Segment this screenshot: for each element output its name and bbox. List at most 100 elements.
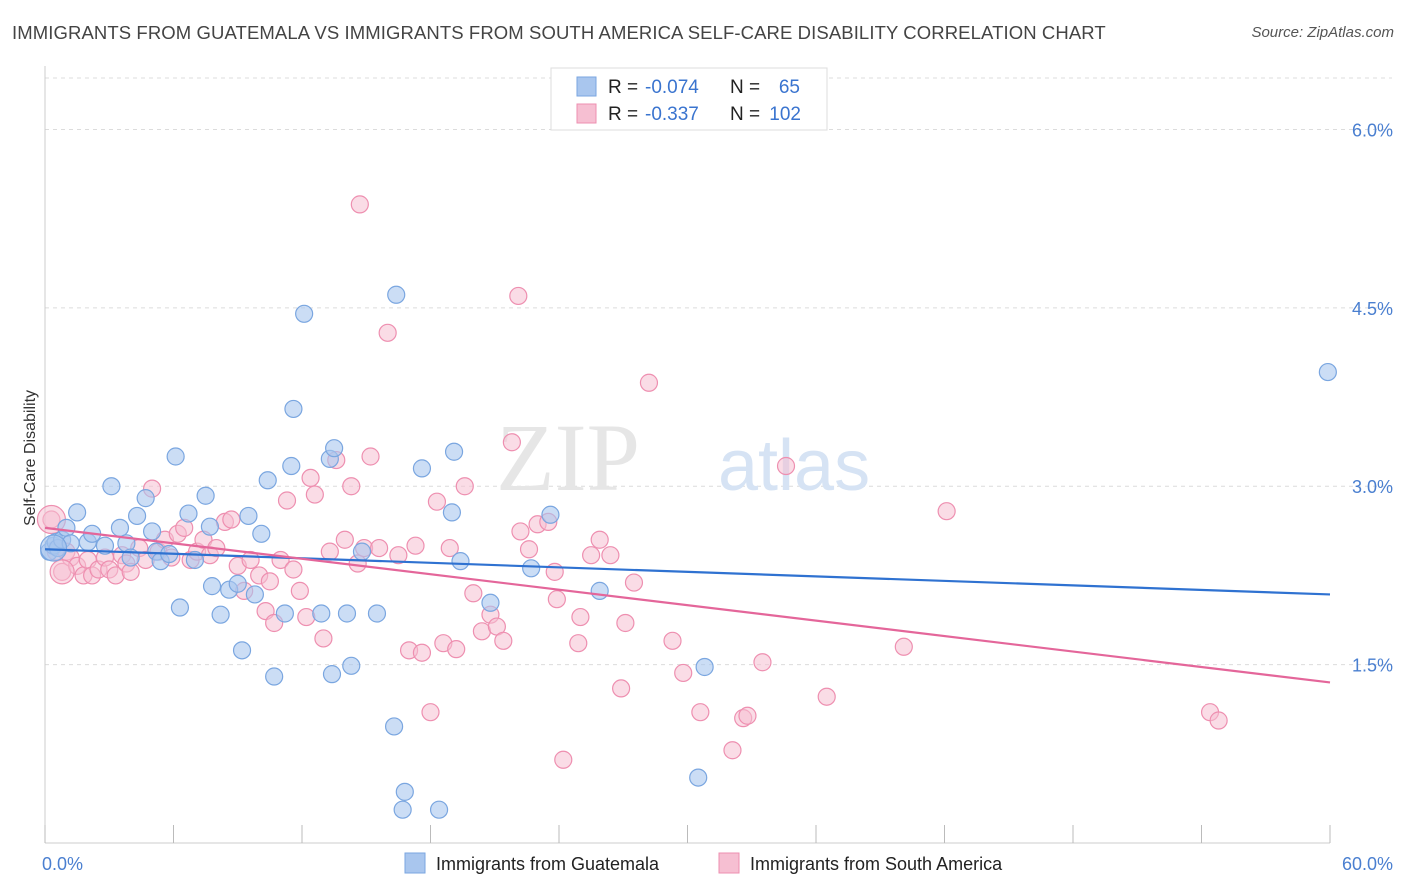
data-point-south-america [582, 546, 601, 565]
data-point-south-america [350, 195, 369, 214]
data-point-south-america [305, 485, 324, 504]
legend-n-label-2: N = [730, 104, 760, 125]
x-tick-label: 60.0% [1342, 854, 1393, 874]
data-point-guatemala [284, 399, 303, 419]
data-point-south-america [455, 477, 474, 496]
legend-r-value-1: -0.074 [645, 77, 699, 98]
data-point-south-america [601, 546, 620, 565]
data-point-south-america [277, 491, 297, 510]
data-point-south-america [502, 433, 521, 452]
data-point-south-america [616, 613, 635, 633]
data-point-south-america [260, 572, 279, 591]
series-guatemala-points [39, 285, 1337, 819]
data-point-south-america [691, 703, 710, 722]
legend-r-label-2: R = [608, 104, 638, 125]
data-point-south-america [612, 679, 631, 698]
data-point-guatemala [387, 285, 406, 304]
data-point-guatemala [444, 442, 464, 461]
data-point-guatemala [196, 486, 215, 505]
data-point-guatemala [57, 518, 76, 537]
data-point-guatemala [211, 605, 230, 624]
data-point-guatemala [200, 517, 220, 536]
y-axis-label: Self-Care Disability [22, 390, 39, 526]
data-point-guatemala [245, 585, 264, 604]
bottom-legend-swatch-south-america [718, 852, 740, 874]
data-point-guatemala [179, 504, 198, 523]
data-point-south-america [421, 703, 440, 722]
data-point-south-america [937, 502, 956, 521]
data-point-guatemala [689, 768, 708, 787]
legend-r-label-1: R = [608, 77, 638, 98]
data-point-south-america [569, 634, 588, 653]
data-point-guatemala [695, 657, 714, 677]
data-point-guatemala [1318, 362, 1337, 382]
data-point-south-america [284, 560, 303, 579]
data-point-south-america [776, 456, 796, 476]
data-point-south-america [427, 492, 447, 511]
data-point-guatemala [282, 456, 301, 476]
data-point-guatemala [384, 717, 404, 736]
data-point-guatemala [590, 581, 609, 600]
data-point-guatemala [258, 471, 277, 490]
axes [44, 66, 1331, 844]
watermark: ZIP atlas [496, 404, 870, 511]
data-point-guatemala [232, 641, 252, 660]
data-point-guatemala [166, 447, 185, 466]
data-point-guatemala [322, 665, 342, 684]
data-point-south-america [406, 536, 425, 555]
y-tick-label: 1.5% [1352, 656, 1393, 676]
data-point-south-america [412, 643, 432, 662]
data-point-south-america [464, 584, 483, 603]
legend-n-label-1: N = [730, 77, 760, 98]
data-point-guatemala [127, 506, 147, 526]
source-label: Source: ZipAtlas.com [1251, 24, 1394, 41]
data-point-south-america [519, 540, 539, 559]
x-tick-labels: 0.0% 60.0% [42, 854, 1393, 874]
data-point-south-america [663, 631, 682, 650]
data-point-guatemala [312, 604, 331, 623]
data-point-guatemala [102, 477, 121, 496]
data-point-south-america [554, 750, 573, 769]
data-point-guatemala [136, 489, 155, 508]
data-point-south-america [738, 706, 757, 725]
data-point-guatemala [68, 503, 87, 522]
data-point-south-america [222, 510, 241, 529]
trend-lines [44, 526, 1331, 684]
legend-swatch-south-america [576, 103, 597, 124]
data-point-south-america [624, 573, 644, 592]
data-point-south-america [753, 653, 772, 672]
data-point-south-america [639, 373, 659, 392]
data-point-south-america [723, 741, 742, 760]
data-point-guatemala [393, 800, 412, 819]
chart-title: IMMIGRANTS FROM GUATEMALA VS IMMIGRANTS … [12, 22, 1106, 43]
data-point-guatemala [481, 593, 500, 612]
data-point-guatemala [170, 598, 190, 617]
y-tick-label: 6.0% [1352, 120, 1393, 140]
bottom-legend-swatch-guatemala [404, 852, 426, 874]
data-point-south-america [547, 590, 566, 609]
data-point-south-america [571, 607, 590, 627]
data-point-south-america [674, 663, 693, 683]
data-point-south-america [472, 622, 491, 641]
trend-line-guatemala [44, 548, 1331, 596]
data-point-south-america [1209, 711, 1228, 730]
bottom-legend-label-south-america: Immigrants from South America [750, 854, 1003, 874]
data-point-guatemala [202, 577, 222, 596]
data-point-guatemala [252, 524, 271, 543]
data-point-south-america [440, 538, 459, 558]
data-point-south-america [370, 538, 389, 558]
data-point-guatemala [429, 800, 449, 819]
data-point-guatemala [395, 782, 414, 801]
data-point-guatemala [275, 604, 294, 623]
top-legend: R = -0.074 N = 65 R = -0.337 N = 102 [550, 67, 828, 131]
data-point-south-america [320, 542, 339, 561]
data-point-guatemala [239, 506, 258, 526]
y-tick-labels: 1.5% 3.0% 4.5% 6.0% [1352, 120, 1393, 675]
top-legend-box [550, 67, 828, 131]
bottom-legend-label-guatemala: Immigrants from Guatemala [436, 854, 660, 874]
data-point-guatemala [265, 667, 284, 686]
data-point-south-america [447, 640, 466, 659]
data-point-guatemala [39, 534, 68, 562]
legend-n-value-1: 65 [779, 77, 800, 98]
legend-swatch-guatemala [576, 76, 597, 97]
